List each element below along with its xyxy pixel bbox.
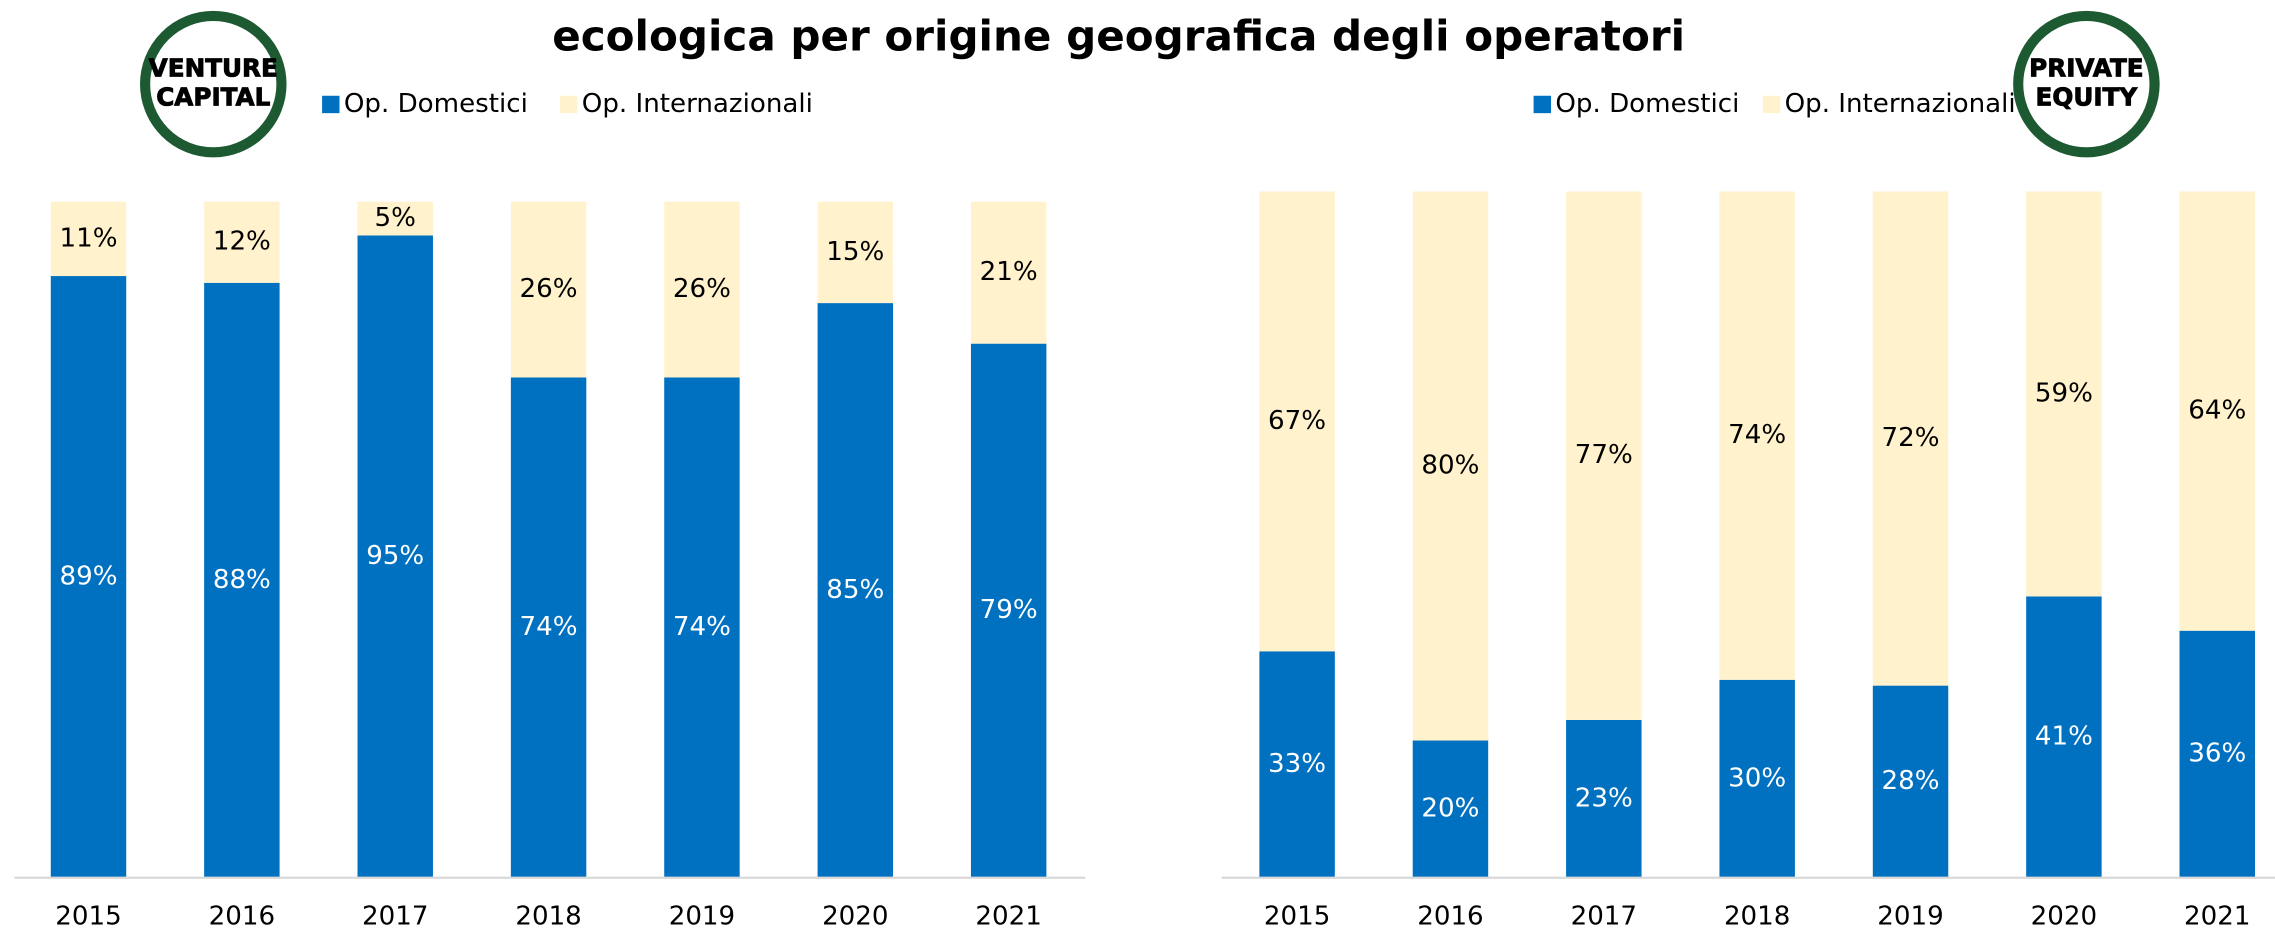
x-tick-label: 2015	[1264, 901, 1330, 930]
bar-segment	[1719, 191, 1795, 680]
bar-segment	[1872, 685, 1949, 878]
x-tick-label: 2016	[209, 901, 275, 930]
logo-ring	[140, 10, 287, 158]
logo-text: VENTURE	[149, 54, 278, 83]
bar-segment	[510, 377, 587, 878]
bar-segment	[1259, 651, 1335, 878]
x-tick-label: 2020	[822, 901, 888, 930]
bar-segment	[1566, 191, 1642, 720]
data-label: 95%	[366, 541, 424, 571]
bar-segment	[1566, 719, 1642, 878]
bar-segment	[970, 343, 1047, 878]
data-label: 72%	[1882, 423, 1940, 453]
logo-text: PRIVATE	[2029, 54, 2143, 83]
x-tick-label: 2021	[2184, 901, 2250, 930]
x-tick-label: 2021	[975, 901, 1041, 930]
legend-label: Op. Domestici	[344, 89, 528, 119]
bar-segment	[204, 282, 280, 878]
bar-segment	[1719, 679, 1795, 878]
data-label: 80%	[1421, 451, 1479, 481]
bar-segment	[664, 377, 740, 878]
bar-segment	[357, 235, 433, 878]
bar-segment	[817, 303, 894, 878]
x-tick-label: 2020	[2031, 901, 2097, 930]
legend-swatch	[322, 95, 340, 114]
bar-segment	[357, 201, 433, 236]
bar-segment	[970, 201, 1047, 344]
data-label: 15%	[826, 237, 884, 267]
x-tick-label: 2018	[515, 901, 581, 930]
data-label: 26%	[520, 274, 578, 304]
chart-title: ecologica per origine geografica degli o…	[552, 12, 1685, 61]
data-label: 77%	[1575, 440, 1633, 470]
bar-segment	[50, 276, 127, 878]
bar-segment	[1412, 740, 1489, 878]
bar-segment	[817, 201, 894, 304]
logo-text: EQUITY	[2036, 83, 2139, 112]
data-label: 88%	[213, 565, 271, 595]
logo-ring	[2013, 10, 2160, 158]
x-tick-label: 2016	[1417, 901, 1483, 930]
data-label: 33%	[1268, 749, 1326, 779]
legend-label: Op. Domestici	[1555, 89, 1739, 119]
bar-segment	[204, 201, 280, 283]
data-label: 41%	[2035, 722, 2093, 752]
legend-label: Op. Internazionali	[582, 89, 813, 119]
legend-label: Op. Internazionali	[1785, 89, 2016, 119]
data-label: 28%	[1882, 766, 1940, 796]
x-tick-label: 2019	[1877, 901, 1943, 930]
data-label: 89%	[59, 561, 117, 591]
bar-segment	[664, 201, 740, 378]
data-label: 20%	[1421, 794, 1479, 824]
bar-segment	[2026, 191, 2102, 597]
bar-segment	[1872, 191, 1949, 686]
data-label: 5%	[375, 203, 416, 233]
bar-segment	[1259, 191, 1335, 652]
x-tick-label: 2017	[362, 901, 428, 930]
data-label: 85%	[826, 575, 884, 605]
data-label: 23%	[1575, 783, 1633, 813]
data-label: 67%	[1268, 406, 1326, 436]
legend-swatch	[560, 95, 578, 114]
data-label: 30%	[1728, 763, 1786, 793]
data-label: 21%	[980, 257, 1038, 287]
bar-segment	[2179, 630, 2255, 878]
bar-segment	[50, 201, 127, 277]
legend-swatch	[1762, 95, 1781, 114]
bar-segment	[2179, 191, 2255, 631]
x-tick-label: 2017	[1571, 901, 1637, 930]
data-label: 36%	[2188, 739, 2246, 769]
data-label: 64%	[2188, 396, 2246, 426]
data-label: 74%	[520, 612, 578, 642]
bar-segment	[510, 201, 587, 378]
data-label: 26%	[673, 274, 731, 304]
data-label: 12%	[213, 227, 271, 257]
legend-swatch	[1533, 95, 1552, 114]
data-label: 11%	[59, 223, 117, 253]
x-tick-label: 2018	[1724, 901, 1790, 930]
bar-segment	[2026, 596, 2102, 878]
data-label: 74%	[1728, 420, 1786, 450]
data-label: 59%	[2035, 378, 2093, 408]
data-label: 79%	[980, 595, 1038, 625]
x-tick-label: 2019	[669, 901, 735, 930]
logo-text: CAPITAL	[156, 83, 270, 112]
x-tick-label: 2015	[55, 901, 121, 930]
data-label: 74%	[673, 612, 731, 642]
bar-segment	[1412, 191, 1489, 741]
